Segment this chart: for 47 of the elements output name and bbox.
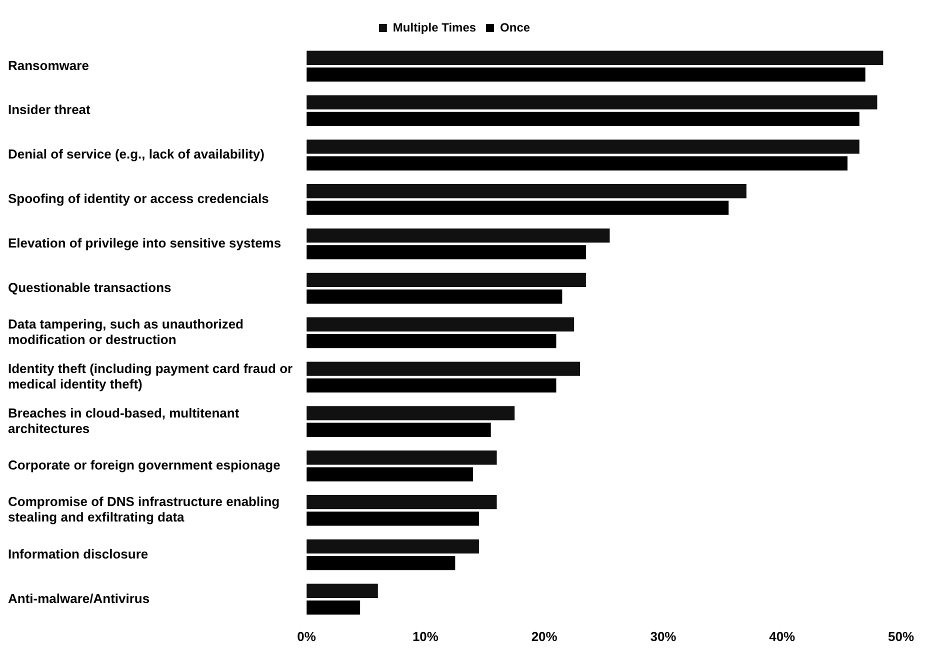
legend-label: Multiple Times [392,20,476,34]
y-tick-label: Insider threat [8,102,92,118]
y-tick-label: Compromise of DNS infrastructure enabling stealing and exfiltrating data [8,494,280,525]
bar [306,362,580,376]
bar [306,450,497,465]
bar [306,290,562,304]
bar [306,317,574,332]
bar [306,556,456,570]
y-tick-label: Corporate or foreign government espionage [8,458,280,473]
x-tick-label: 0% [297,628,316,644]
bar [306,156,848,170]
x-tick-label: 50% [888,628,914,644]
bar [306,378,556,393]
bar [306,512,479,526]
x-tick-label: 20% [531,628,558,644]
y-tick-label: Elevation of privilege into sensitive systems [8,235,282,250]
legend-label: Once [500,20,530,34]
bar [306,539,479,554]
x-tick-label: 30% [650,628,677,644]
x-tick-label: 40% [769,628,796,644]
bar [306,50,884,65]
bar [306,494,497,510]
y-tick-label: Breaches in cloud-based, multitenant architectures [8,405,240,436]
bar [306,200,729,215]
bar [306,334,556,348]
x-tick-label: 10% [412,628,439,644]
bar [306,584,378,598]
y-tick-label: Information disclosure [8,546,148,562]
bar [306,245,586,260]
y-tick-label: Identity theft (including payment card fraud or medical identity theft) [8,360,293,392]
bar [306,67,866,82]
bar [306,184,746,198]
bar [306,406,515,420]
bar [306,272,586,288]
bar [306,228,610,243]
y-tick-label: Anti-malware/Antivirus [8,590,150,606]
bar [306,95,878,110]
bar [306,467,474,482]
y-tick-label: Spoofing of identity or access credencials [8,191,269,206]
bar [306,600,360,615]
y-tick-label: Questionable transactions [8,280,172,295]
y-tick-label: Denial of service (e.g., lack of availability) [8,146,264,162]
bar [306,422,491,437]
bar [306,112,860,126]
bar [306,140,860,154]
y-tick-label: Ransomware [8,58,89,73]
y-tick-label: Data tampering, such as unauthorized modification or destruction [8,316,244,348]
